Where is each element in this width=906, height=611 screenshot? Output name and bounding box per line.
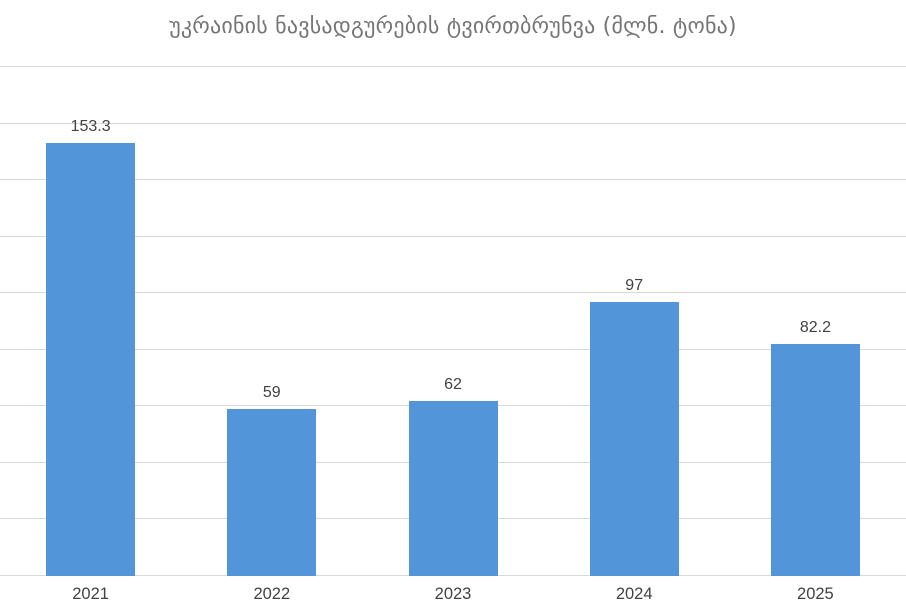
gridline — [0, 235, 906, 237]
gridline — [0, 292, 906, 294]
x-axis-label: 2022 — [253, 585, 291, 603]
bar-value-label: 97 — [625, 276, 644, 294]
x-axis-label: 2025 — [797, 585, 834, 603]
gridline — [0, 179, 906, 181]
chart-title: უკრაინის ნავსადგურების ტვირთბრუნვა (მლნ.… — [169, 14, 737, 39]
bar-value-label: 153.3 — [70, 117, 111, 135]
bar-2024 — [589, 301, 679, 576]
bar-2022 — [227, 409, 317, 576]
bar-value-label: 62 — [444, 375, 462, 393]
bar-2023 — [408, 400, 498, 576]
bar-2021 — [46, 142, 136, 576]
bar-value-label: 82.2 — [799, 318, 831, 336]
x-axis: 2021 2022 2023 2024 2025 — [0, 576, 906, 611]
bar-value-label: 59 — [262, 384, 281, 402]
gridline — [0, 348, 906, 350]
gridline — [0, 66, 906, 67]
bar-2025 — [770, 343, 860, 576]
gridline — [0, 122, 906, 124]
plot-area: 153.3 59 62 97 82.2 — [0, 66, 906, 576]
x-axis-label: 2024 — [615, 585, 653, 603]
x-axis-label: 2021 — [72, 585, 109, 603]
x-axis-label: 2023 — [434, 585, 472, 603]
